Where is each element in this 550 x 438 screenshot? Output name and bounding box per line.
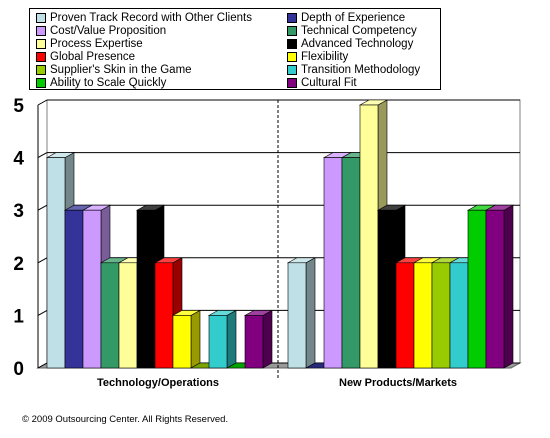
legend-swatch — [36, 25, 46, 36]
y-tick-label: 4 — [13, 149, 24, 170]
legend-label: Advanced Technology — [301, 37, 414, 50]
legend-item: Cultural Fit — [287, 76, 357, 89]
legend-swatch — [287, 77, 297, 88]
legend-item: Ability to Scale Quickly — [36, 76, 166, 89]
legend-label: Cost/Value Proposition — [50, 24, 167, 37]
bars — [45, 99, 515, 369]
bar — [243, 309, 274, 369]
legend-swatch — [287, 38, 297, 49]
legend-item: Cost/Value Proposition — [36, 24, 166, 37]
legend-swatch — [287, 12, 297, 23]
legend-item: Transition Methodology — [287, 63, 420, 76]
gridline-depth — [37, 257, 48, 264]
y-tick-label: 0 — [13, 359, 24, 380]
y-tick-label: 2 — [13, 254, 24, 275]
legend-item: Global Presence — [36, 50, 135, 63]
legend-label: Supplier's Skin in the Game — [50, 63, 192, 76]
legend-item: Process Expertise — [36, 37, 143, 50]
x-category-label: New Products/Markets — [339, 377, 457, 389]
gridline-depth — [37, 362, 48, 369]
legend-label: Proven Track Record with Other Clients — [50, 11, 252, 24]
legend-swatch — [287, 51, 297, 62]
legend-label: Depth of Experience — [301, 11, 406, 24]
legend-label: Transition Methodology — [301, 63, 421, 76]
gridline-depth — [37, 99, 48, 106]
y-tick-label: 5 — [13, 96, 24, 117]
legend-item: Flexibility — [287, 50, 348, 63]
legend-swatch — [36, 51, 46, 62]
legend-item: Technical Competency — [287, 24, 417, 37]
legend: Proven Track Record with Other Clients De… — [29, 8, 441, 90]
legend-item: Depth of Experience — [287, 11, 405, 24]
legend-swatch — [287, 64, 297, 75]
legend-swatch — [287, 25, 297, 36]
legend-label: Process Expertise — [50, 37, 143, 50]
y-tick-label: 1 — [13, 306, 24, 327]
legend-label: Ability to Scale Quickly — [50, 76, 167, 89]
legend-swatch — [36, 64, 46, 75]
legend-label: Flexibility — [301, 50, 349, 63]
bar — [484, 204, 515, 369]
axes: 0 1 2 3 4 5 Technology/Operations New Products/… — [13, 96, 457, 389]
bar — [286, 257, 317, 369]
legend-swatch — [36, 77, 46, 88]
copyright-text: © 2009 Outsourcing Center. All Rights Re… — [22, 414, 229, 425]
legend-item: Advanced Technology — [287, 37, 413, 50]
y-tick-label: 3 — [13, 201, 24, 222]
gridline-depth — [37, 204, 48, 211]
x-category-label: Technology/Operations — [97, 377, 219, 389]
legend-swatch — [36, 38, 46, 49]
bar — [207, 309, 238, 369]
gridline-depth — [37, 309, 48, 316]
bar — [171, 309, 202, 369]
legend-item: Proven Track Record with Other Clients — [36, 11, 252, 24]
legend-item: Supplier's Skin in the Game — [36, 63, 192, 76]
gridline-depth — [37, 152, 48, 159]
legend-label: Cultural Fit — [301, 76, 357, 89]
legend-label: Technical Competency — [301, 24, 417, 37]
legend-swatch — [36, 12, 46, 23]
legend-label: Global Presence — [50, 50, 136, 63]
